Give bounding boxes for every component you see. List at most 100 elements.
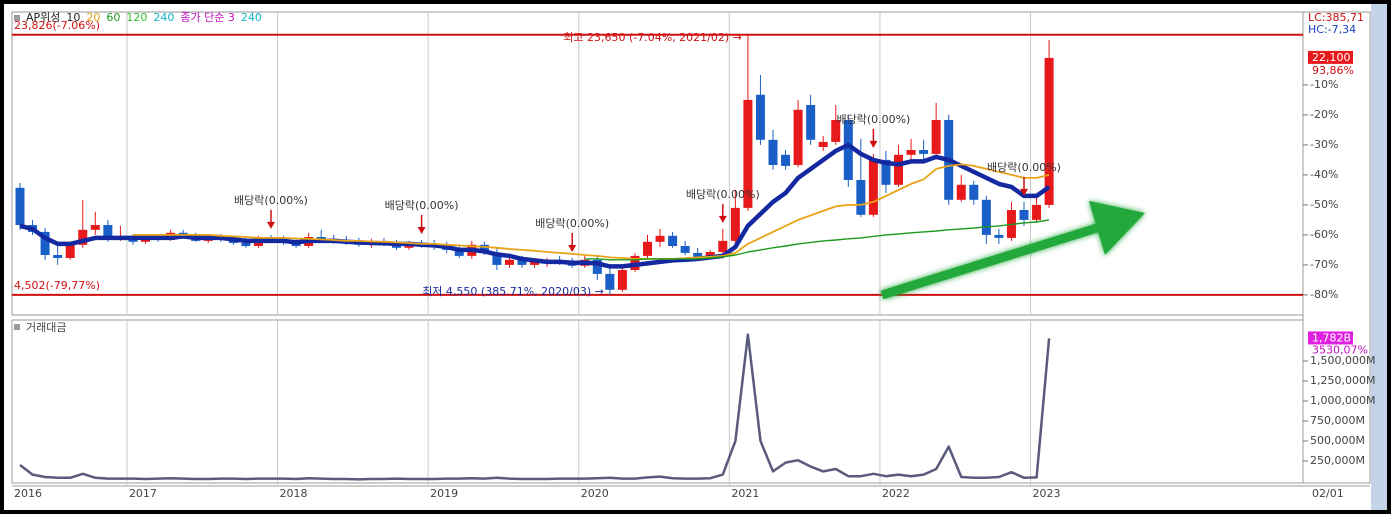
x-tick-label: 2017	[129, 487, 157, 500]
current-price: 22,100	[1312, 51, 1351, 64]
legend-entry: 120	[126, 11, 147, 24]
dividend-arrow-head	[267, 221, 275, 229]
plot	[12, 33, 1303, 481]
side-strip	[1371, 4, 1387, 510]
dividend-label: 배당락(0.00%)	[385, 199, 459, 212]
dividend-arrow-head	[869, 140, 878, 148]
x-tick-label: 2021	[731, 487, 759, 500]
y-tick-label: 500,000M	[1310, 434, 1365, 447]
candle-body	[655, 235, 665, 242]
y-tick-label: 1,000,000M	[1310, 394, 1375, 407]
candle-body	[316, 237, 326, 239]
price-note: 최저 4,550 (385.71%, 2020/03) →	[422, 285, 604, 298]
candle-body	[793, 109, 803, 165]
volume-title: 거래대금	[26, 321, 66, 334]
candle-body	[530, 261, 540, 265]
candle-body	[931, 120, 941, 154]
current-volume: 1,782B	[1312, 331, 1351, 344]
candle-body	[894, 154, 903, 185]
y-tick-label: -10%	[1310, 78, 1338, 91]
candle-body	[90, 225, 100, 230]
y-tick-label: -20%	[1310, 108, 1338, 121]
candle-body	[78, 229, 88, 245]
candle-body	[592, 259, 602, 274]
candle-body	[617, 270, 627, 290]
volume-line	[19, 333, 1051, 481]
candle-body	[994, 234, 1004, 238]
dividend-label: 배당락(0.00%)	[234, 194, 308, 207]
candle-body	[868, 159, 878, 215]
x-tick-label: 2019	[430, 487, 458, 500]
y-tick-label: -70%	[1310, 258, 1338, 271]
hc-label: HC:-7,34	[1308, 23, 1356, 36]
candle-body	[768, 139, 778, 165]
legend-entry: 20	[86, 11, 100, 24]
candle-body	[755, 94, 765, 140]
y-tick-label: 750,000M	[1310, 414, 1365, 427]
dividend-arrow-head	[718, 215, 727, 223]
trend-arrow	[880, 201, 1145, 300]
reference-label: 4,502(-79,77%)	[14, 279, 100, 292]
legend-entry: 60	[106, 11, 120, 24]
candle-body	[65, 244, 75, 258]
reference-label: 23,826(-7.06%)	[14, 19, 100, 32]
candle-body	[605, 273, 615, 290]
candle-body	[781, 154, 791, 166]
pane-icon	[14, 15, 20, 21]
candle-body	[1032, 204, 1042, 220]
candle-body	[969, 184, 979, 200]
candle-body	[705, 252, 715, 257]
candle-body	[906, 150, 916, 155]
dividend-arrow-head	[417, 227, 426, 234]
dividend-arrow-head	[1020, 188, 1028, 196]
dividend-label: 배당락(0.00%)	[987, 161, 1061, 174]
candle-body	[241, 243, 251, 246]
candle-body	[981, 199, 991, 235]
lc-label: LC:385,71	[1308, 11, 1364, 24]
y-tick-label: -40%	[1310, 168, 1338, 181]
legend-entry: 240	[241, 11, 262, 24]
x-tick-label: 2023	[1033, 487, 1061, 500]
candle-body	[479, 244, 489, 253]
grid	[126, 12, 1032, 486]
moving-average-line	[19, 142, 1051, 269]
candle-body	[718, 240, 728, 252]
legend-entry: AP위성	[26, 11, 60, 24]
y-tick-label: -50%	[1310, 198, 1338, 211]
pane-icon	[14, 324, 20, 330]
legend-entry: 10	[66, 11, 80, 24]
x-tick-label: 2018	[280, 487, 308, 500]
candle-body	[818, 141, 828, 147]
candle-body	[15, 187, 25, 225]
candle-body	[1019, 210, 1029, 220]
candle-body	[40, 231, 50, 255]
x-tick-label: 2020	[581, 487, 609, 500]
candle-body	[806, 105, 816, 140]
dividend-label: 배당락(0.00%)	[836, 113, 910, 126]
candle-body	[643, 241, 652, 256]
current-price-box	[1308, 50, 1353, 64]
current-volume-change: 3530,07%	[1312, 343, 1368, 356]
dividend-arrow-head	[568, 245, 577, 252]
candle-body	[454, 249, 464, 256]
candle-body	[743, 99, 753, 208]
candle-body	[881, 159, 891, 185]
candle-body	[680, 246, 690, 253]
candle-body	[668, 235, 678, 246]
candle-body	[693, 252, 703, 257]
y-tick-label: -80%	[1310, 288, 1338, 301]
current-volume-box	[1308, 331, 1353, 345]
candle-body	[53, 255, 63, 258]
arrow-head	[1089, 201, 1145, 255]
moving-average-line	[132, 163, 1050, 260]
candle-body	[517, 259, 527, 265]
right-axis	[1302, 11, 1371, 484]
candle-body	[504, 259, 514, 265]
legend-entry: 종가 단순 3	[180, 11, 234, 24]
y-tick-label: 1,500,000M	[1310, 354, 1375, 367]
candle-body	[103, 225, 113, 240]
candle-body	[843, 120, 853, 180]
y-tick-label: -30%	[1310, 138, 1338, 151]
